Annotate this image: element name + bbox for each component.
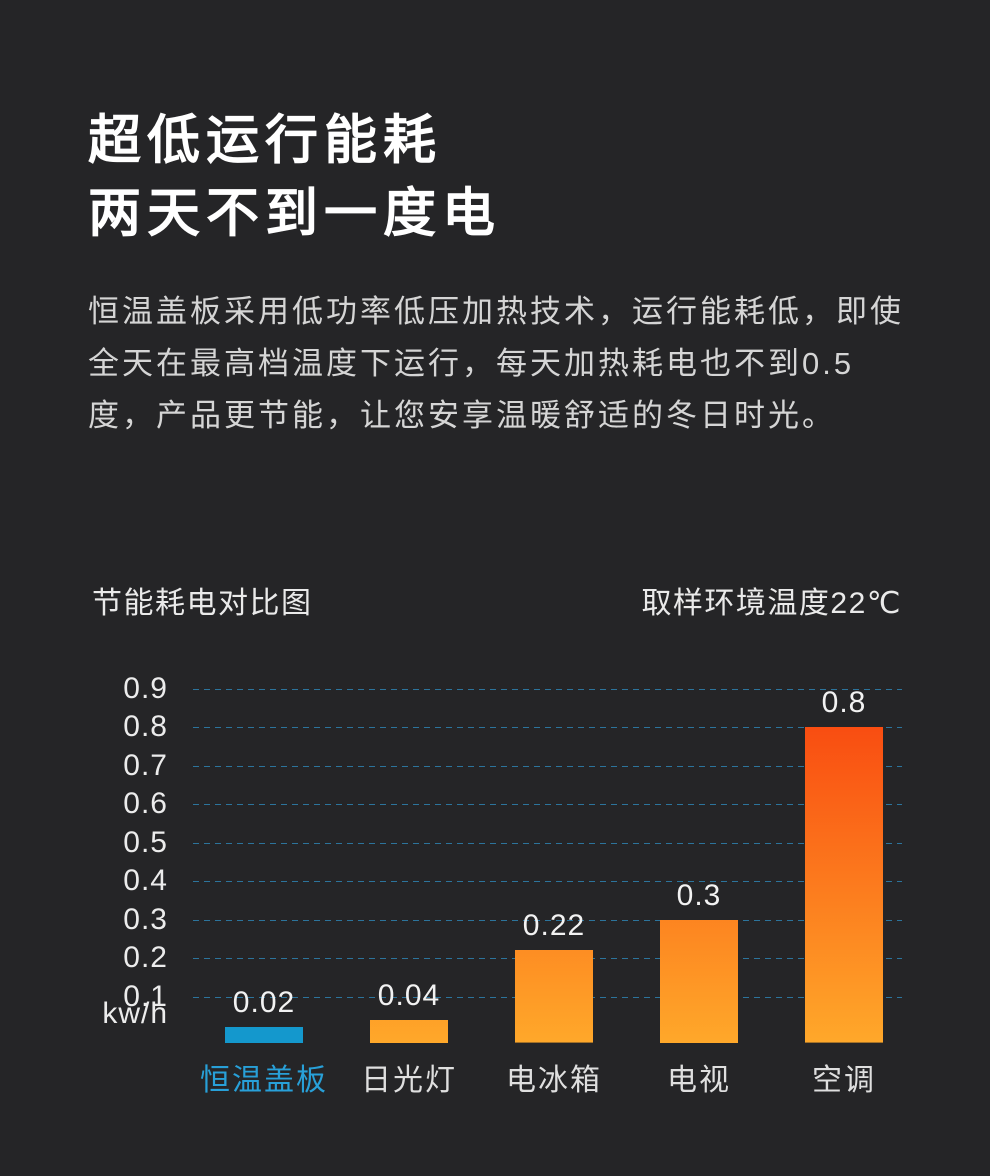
headline-line-2: 两天不到一度电 [88,184,501,243]
bar-group-4: 0.3 电视 [660,878,738,1097]
y-tick-label-0.3: 0.3 [123,902,168,936]
bar-group-3: 0.22 电冰箱 [506,909,600,1097]
bar-value-label: 0.04 [377,978,441,1012]
bar-group-2: 0.04 日光灯 [361,978,455,1097]
bar-value-label: 0.22 [522,909,586,943]
y-tick-label-0.6: 0.6 [123,787,168,821]
y-tick-label-0.7: 0.7 [123,748,168,782]
gridline-0.7 [193,765,902,767]
category-label-2: 日光灯 [361,1064,457,1097]
chart-title: 节能耗电对比图 [92,587,313,620]
gridline-0.3 [193,919,902,921]
bar-group-5: 0.8 空调 [805,686,883,1097]
headline-line-1: 超低运行能耗 [88,111,442,170]
energy-consumption-bar-chart: 0.9 0.8 0.7 0.6 0.5 0.4 0.3 0.2 0.1 kw/h 0.02 恒温盖… [0,672,990,1097]
gridline-0.8 [193,727,902,729]
bar-2 [370,1019,448,1043]
category-label-4: 电视 [667,1064,731,1097]
y-axis-unit-label: kw/h [102,997,168,1030]
gridline-0.4 [193,881,902,883]
page-title: 超低运行能耗 两天不到一度电 [88,104,501,250]
gridline-0.5 [193,842,902,844]
gridline-0.6 [193,804,902,806]
bar-1 [225,1027,303,1043]
bar-3 [515,950,593,1043]
gridline-0.9 [193,689,902,690]
bar-value-label: 0.02 [232,986,296,1020]
bar-5 [805,727,883,1043]
bar-group-1: 0.02 恒温盖板 [200,986,326,1097]
bar-value-label: 0.3 [676,878,722,912]
chart-bars-row: 0.02 恒温盖板 0.04 日光灯 0.22 电冰箱 0.3 电视 0.8 空调 [200,686,883,1097]
bar-4 [660,919,738,1043]
chart-header: 节能耗电对比图 取样环境温度22℃ [92,578,902,622]
y-tick-label-0.1: 0.1 [123,979,168,1013]
y-tick-label-0.2: 0.2 [123,941,168,975]
category-label-5: 空调 [812,1064,876,1097]
y-tick-label-0.9: 0.9 [123,672,168,705]
description-text: 恒温盖板采用低功率低压加热技术，运行能耗低，即使全天在最高档温度下运行，每天加热… [88,294,904,433]
bar-value-label: 0.8 [821,686,867,720]
y-tick-label-0.5: 0.5 [123,825,168,859]
category-label-1: 恒温盖板 [200,1064,328,1097]
category-label-3: 电冰箱 [506,1064,602,1097]
chart-sample-note: 取样环境温度22℃ [641,587,902,620]
y-tick-label-0.8: 0.8 [123,710,168,744]
y-tick-label-0.4: 0.4 [123,864,168,898]
